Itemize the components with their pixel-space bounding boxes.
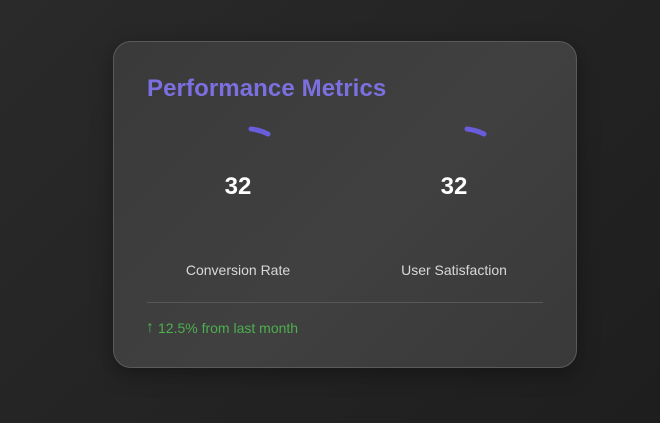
gauge-arc-user-satisfaction bbox=[464, 126, 487, 137]
divider bbox=[147, 302, 543, 303]
metric-label-user-satisfaction: User Satisfaction bbox=[401, 262, 507, 278]
metric-user-satisfaction: 32 User Satisfaction bbox=[364, 112, 544, 282]
gauge-user-satisfaction bbox=[464, 126, 487, 137]
up-arrow-icon: ↑ bbox=[146, 319, 154, 336]
performance-metrics-card: Performance Metrics 32 Conversion Rate 3… bbox=[113, 41, 577, 368]
gauge-conversion-rate bbox=[248, 126, 271, 137]
card-title: Performance Metrics bbox=[147, 75, 387, 102]
gauge-arc-conversion-rate bbox=[248, 126, 271, 137]
metric-value-conversion-rate: 32 bbox=[224, 173, 252, 200]
trend-indicator: ↑ 12.5% from last month bbox=[146, 319, 299, 337]
metric-value-user-satisfaction: 32 bbox=[440, 173, 468, 200]
metric-label-conversion-rate: Conversion Rate bbox=[185, 262, 291, 278]
metric-conversion-rate: 32 Conversion Rate bbox=[148, 112, 328, 282]
trend-text: 12.5% from last month bbox=[158, 320, 299, 336]
